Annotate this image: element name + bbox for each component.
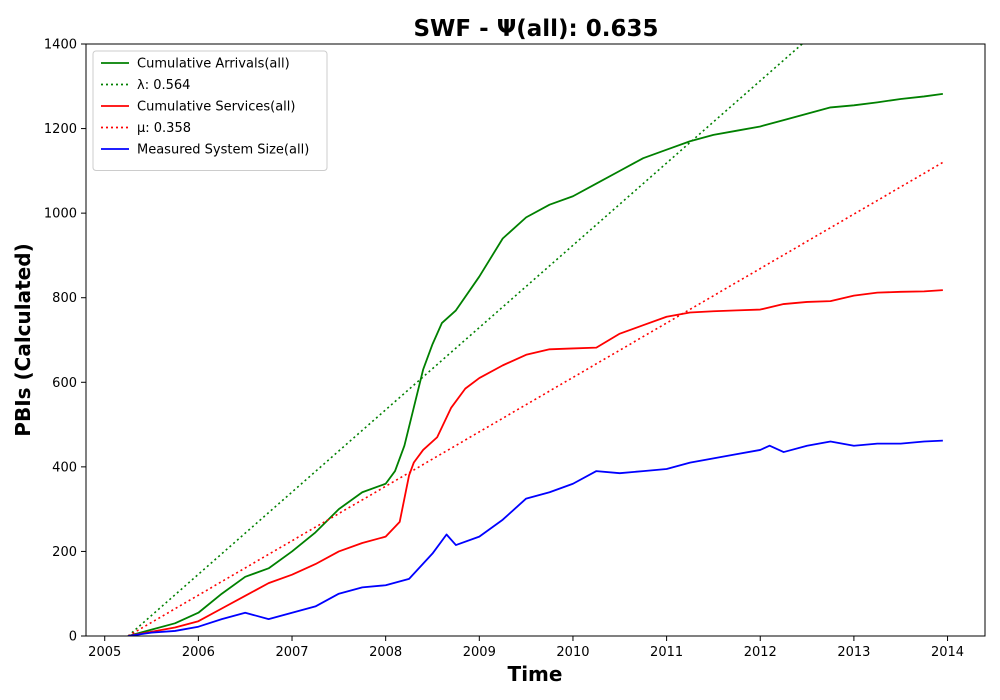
y-tick-label: 400 [52,460,77,475]
y-tick-label: 1000 [44,207,77,222]
y-tick-label: 600 [52,376,77,391]
x-tick-label: 2005 [88,645,121,660]
x-tick-label: 2011 [650,645,683,660]
x-tick-label: 2012 [744,645,777,660]
y-tick-label: 200 [52,545,77,560]
legend-label-4: μ: 0.358 [137,121,191,136]
legend-box [92,50,328,171]
y-tick-label: 1400 [44,38,77,53]
legend-label-1: Cumulative Arrivals(all) [137,57,290,72]
x-tick-label: 2013 [837,645,870,660]
x-tick-label: 2009 [463,645,496,660]
x-tick-label: 2008 [369,645,402,660]
series-line-2 [127,44,804,636]
legend-label-5: Measured System Size(all) [137,143,309,158]
y-tick-label: 1200 [44,122,77,137]
series-line-3 [127,289,943,636]
x-tick-label: 2006 [182,645,215,660]
chart-title: SWF - Ψ(all): 0.635 [413,16,658,42]
x-tick-label: 2007 [275,645,308,660]
x-axis-title: Time [508,662,563,686]
y-tick-label: 0 [69,630,77,645]
series-line-4 [127,161,944,636]
y-axis-title: PBIs (Calculated) [11,243,35,436]
x-tick-label: 2010 [556,645,589,660]
series-line-1 [127,93,943,636]
legend: Cumulative Arrivals(all) λ: 0.564 Cumulati… [92,50,328,171]
y-tick-label: 800 [52,291,77,306]
plot-frame [85,43,986,637]
legend-label-2: λ: 0.564 [137,78,190,93]
legend-label-3: Cumulative Services(all) [137,100,295,115]
series-line-5 [128,439,943,636]
x-tick-label: 2014 [931,645,964,660]
